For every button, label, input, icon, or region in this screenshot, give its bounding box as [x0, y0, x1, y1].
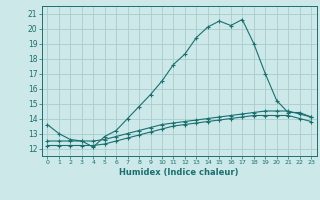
X-axis label: Humidex (Indice chaleur): Humidex (Indice chaleur) [119, 168, 239, 177]
